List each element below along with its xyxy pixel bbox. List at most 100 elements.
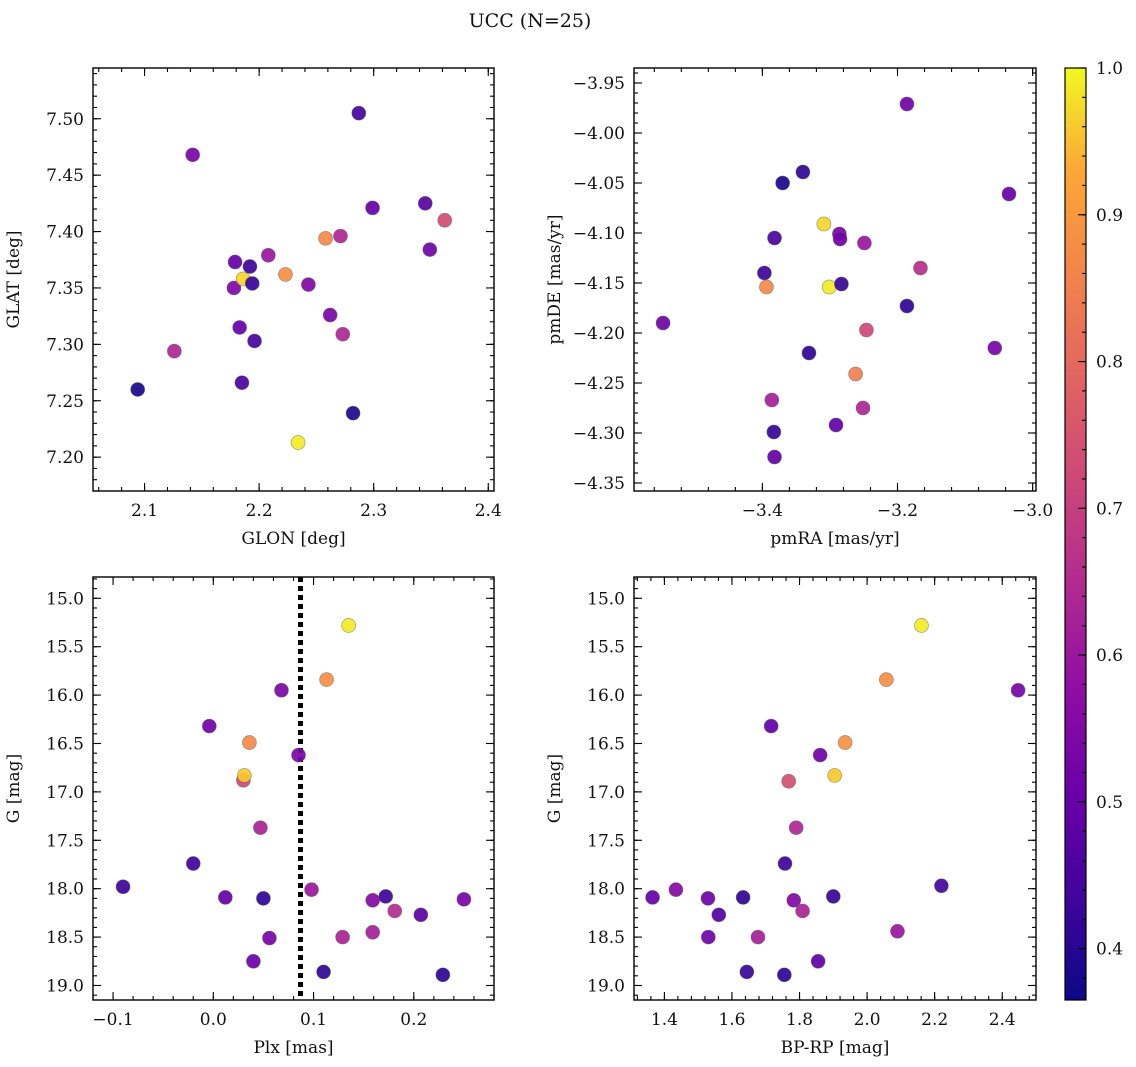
panel-plx-g: −0.1 0.0 0.1 0.2 15.0 15.5 16.0 16.5 17.0 17.5 18.… [4,576,495,1058]
scatter-point [668,882,684,898]
scatter-point [201,718,217,734]
x-tick-label: 1.4 [651,1010,678,1030]
x-tick-label: 0.0 [200,1010,227,1030]
scatter-point [301,277,316,292]
scatter-point [655,315,671,331]
x-tick-label: −3.0 [1012,501,1053,521]
x-axis-label: Plx [mas] [253,1038,333,1058]
scatter-point [291,747,306,763]
x-axis-label: BP-RP [mag] [781,1038,890,1058]
scatter-point [115,879,131,895]
scatter-point [422,242,438,257]
y-tick-label: −4.30 [573,424,625,444]
panel-pmra-pmde: −3.4 −3.2 −3.0 −4.35 −4.30 −4.25 −4.20 −4.15 −4.… [545,67,1053,549]
plot-frame [633,576,1037,1001]
scatter-point [848,366,863,382]
x-tick-label: 0.2 [400,1010,427,1030]
scatter-point [278,267,293,282]
y-tick-label: 18.5 [587,928,625,948]
y-tick-label: 7.35 [46,279,84,299]
y-tick-label: 7.25 [46,392,84,412]
scatter-point [810,953,826,969]
scatter-point [246,953,261,969]
scatter-point [767,449,782,465]
y-tick-label: 16.5 [46,734,84,754]
scatter-point [378,889,394,904]
scatter-point [828,417,844,433]
scatter-point [786,892,802,908]
scatter-point [788,820,804,836]
scatter-point [227,254,243,270]
colorbar-tick-label: 0.7 [1096,499,1123,519]
scatter-point [821,279,837,295]
scatter-point [413,907,429,923]
scatter-point [855,400,871,416]
scatter-point [700,891,716,906]
scatter-point [711,907,727,923]
plot-frame [92,67,495,492]
x-tick-label: −0.1 [92,1010,133,1030]
scatter-point [766,424,782,440]
scatter-point [341,618,356,633]
scatter-point [351,105,367,121]
scatter-point [185,147,201,163]
x-tick-label: −3.4 [742,501,783,521]
scatter-point [234,375,250,391]
scatter-point [253,820,268,836]
scatter-point [304,882,319,898]
x-tick-label: 2.2 [921,1010,948,1030]
plot-frame [633,67,1037,492]
y-tick-label: −4.20 [573,324,625,344]
y-tick-label: −4.35 [573,474,625,494]
scatter-point [899,96,915,112]
scatter-point [237,768,252,783]
x-tick-label: 2.3 [360,501,387,521]
colorbar-tick-label: 0.5 [1096,793,1123,813]
x-tick-label: 2.2 [246,501,273,521]
scatter-point [256,891,271,906]
scatter-point [247,333,262,349]
scatter-point [185,856,201,871]
scatter-point [825,889,841,904]
scatter-point [837,735,853,750]
y-tick-label: 7.40 [46,223,84,243]
scatter-point [700,929,716,945]
scatter-point [322,307,338,323]
scatter-point [781,773,797,789]
x-tick-label: 2.1 [131,501,158,521]
scatter-point [290,435,306,450]
y-tick-label: 16.5 [587,734,625,754]
scatter-point [365,892,381,908]
scatter-point [435,967,451,983]
scatter-point [1010,682,1026,698]
scatter-point [417,196,433,211]
x-tick-label: 1.6 [718,1010,745,1030]
scatter-point [319,672,334,687]
scatter-point [899,298,915,314]
x-axis-label: GLON [deg] [241,529,345,549]
scatter-point [934,878,949,894]
y-tick-label: 7.30 [46,335,84,355]
scatter-point [816,216,832,232]
panel-glon-glat: 2.1 2.2 2.3 2.4 7.20 7.25 7.30 7.35 7.40 7.45 7.50… [4,67,502,549]
y-tick-label: −3.95 [573,74,625,94]
colorbar-gradient [1064,67,1087,1001]
scatter-point [757,265,772,281]
scatter-point [764,392,780,408]
scatter-point [217,890,233,905]
plot-frame [92,576,495,1001]
y-tick-label: 19.0 [587,976,625,996]
y-tick-label: 7.45 [46,166,84,186]
y-axis-label: G [mag] [4,754,24,823]
y-axis-label: pmDE [mas/yr] [545,214,565,344]
scatter-point [776,967,792,983]
figure-title: UCC (N=25) [469,10,592,32]
y-tick-label: 15.5 [587,638,625,658]
colorbar-tick-label: 0.9 [1096,206,1123,226]
y-tick-label: 18.0 [587,880,625,900]
y-tick-label: 7.20 [46,448,84,468]
scatter-point [775,175,790,191]
scatter-point [166,343,182,359]
y-tick-label: 16.0 [587,686,625,706]
